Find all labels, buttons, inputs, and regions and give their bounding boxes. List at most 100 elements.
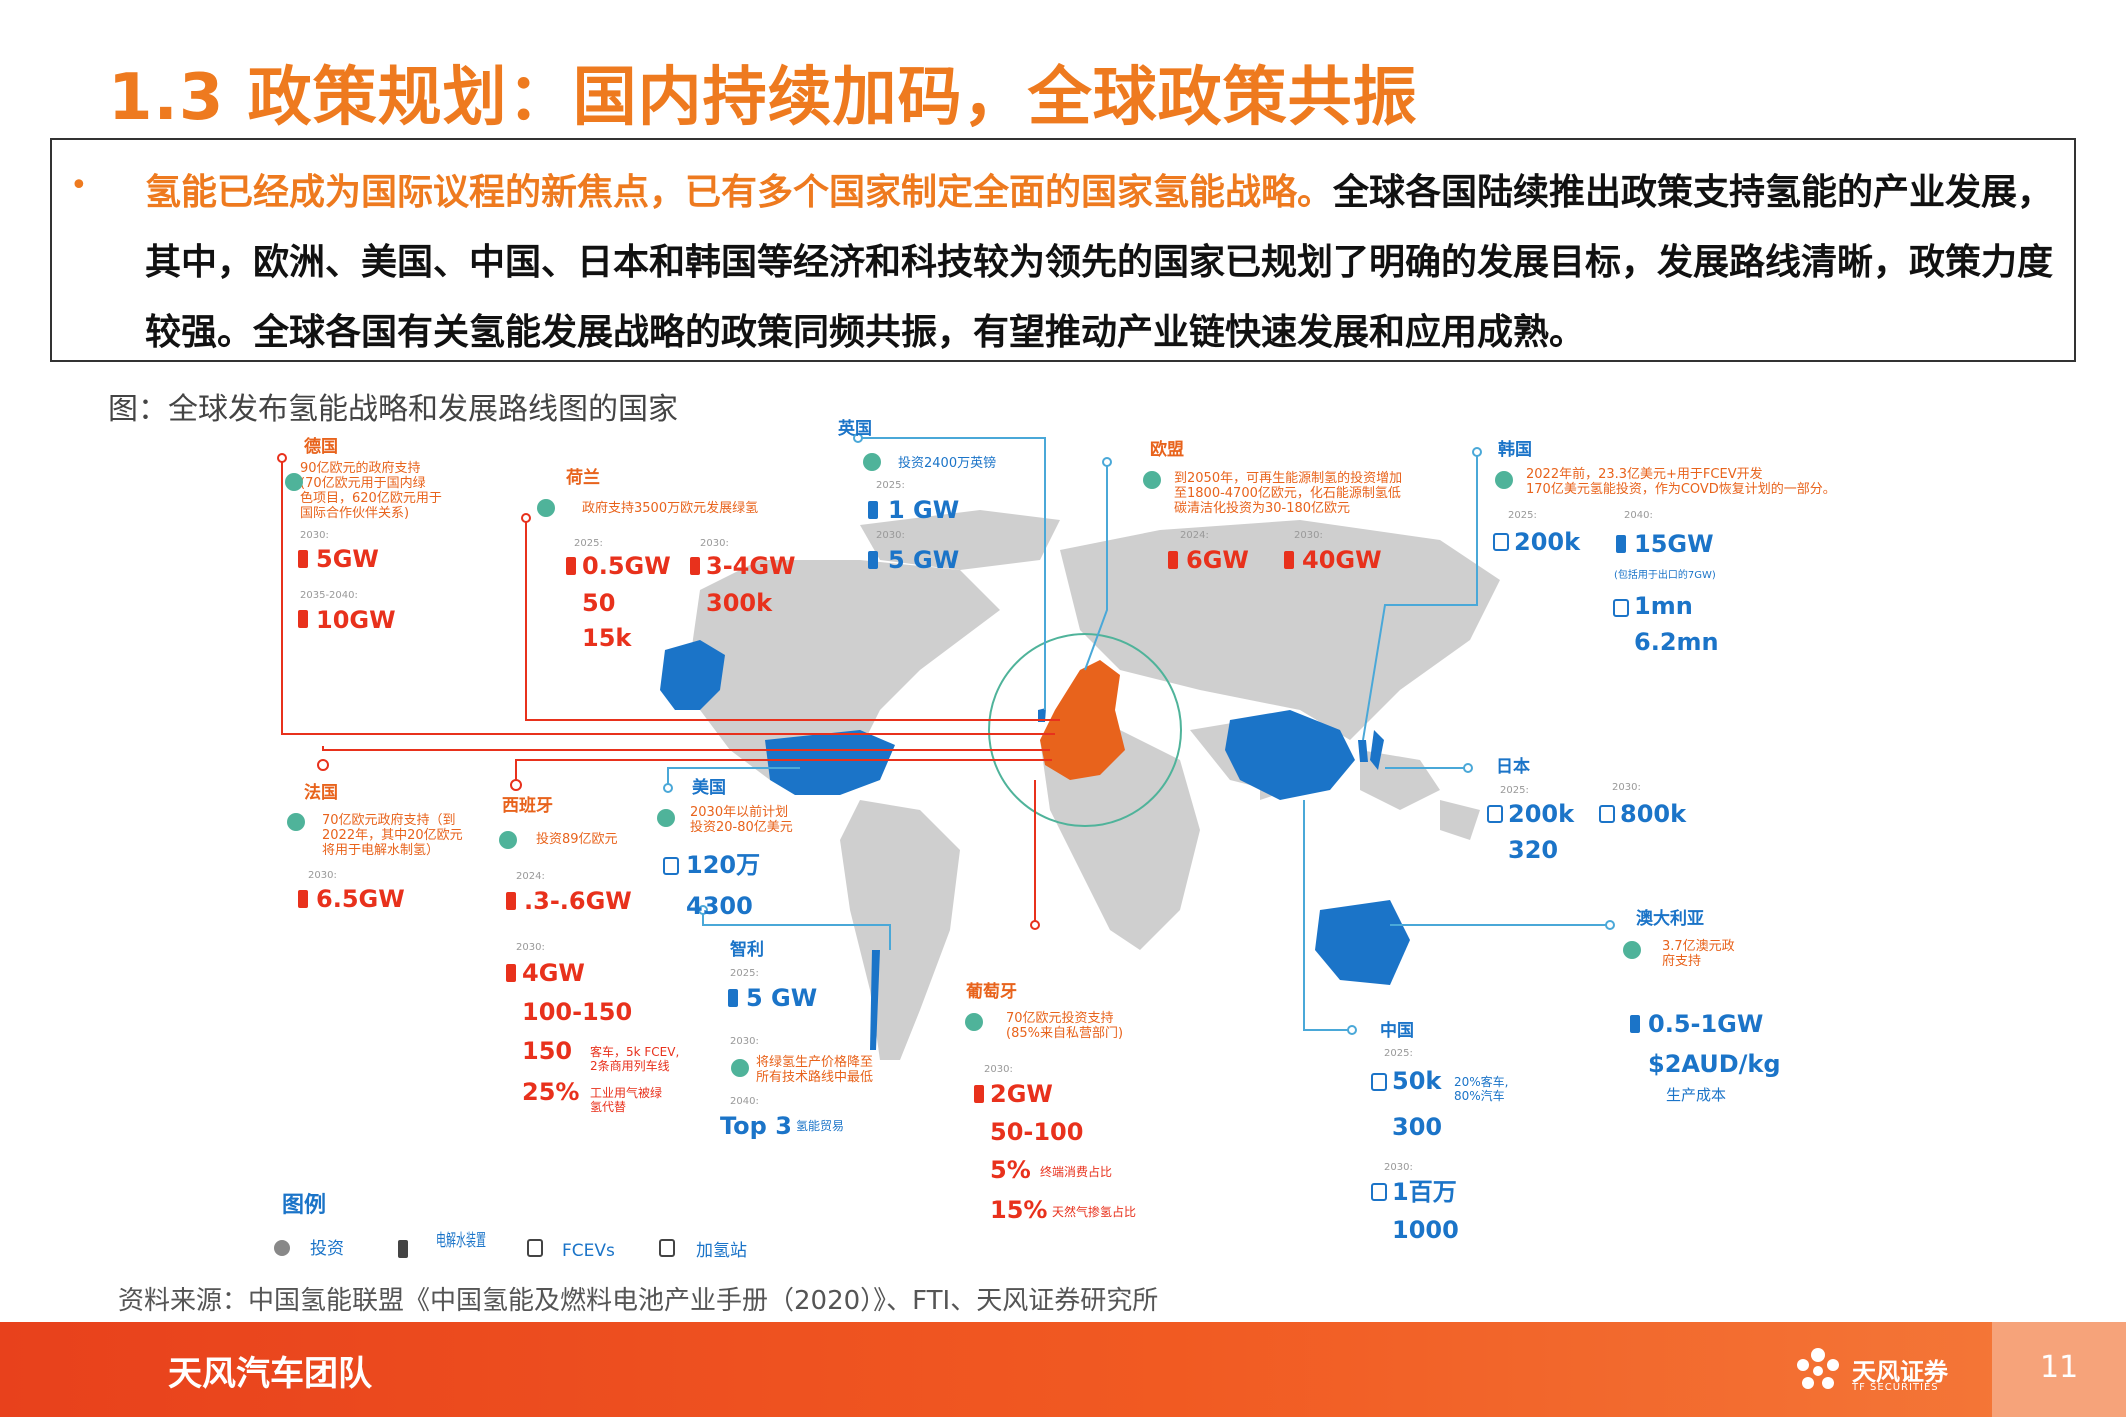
- svg-text:FCEVs: FCEVs: [562, 1241, 615, 1261]
- svg-text:2025:: 2025:: [574, 538, 603, 549]
- summary-box: [50, 138, 2076, 362]
- svg-text:300: 300: [1392, 1113, 1442, 1141]
- electrolyzer-icon: [398, 1240, 408, 1258]
- svg-text:1mn: 1mn: [1634, 592, 1693, 620]
- svg-text:100-150: 100-150: [522, 998, 632, 1026]
- svg-text:2025:: 2025:: [1508, 510, 1537, 521]
- svg-text:1000: 1000: [1392, 1216, 1459, 1244]
- svg-text:政府支持3500万欧元发展绿氢: 政府支持3500万欧元发展绿氢: [582, 500, 758, 516]
- svg-text:5 GW: 5 GW: [746, 984, 817, 1012]
- svg-text:2040:: 2040:: [730, 1096, 759, 1107]
- svg-text:至1800-4700亿欧元，化石能源制氢低: 至1800-4700亿欧元，化石能源制氢低: [1174, 486, 1401, 501]
- svg-text:碳清洁化投资为30-180亿欧元: 碳清洁化投资为30-180亿欧元: [1174, 500, 1350, 516]
- uk-block: 英国 投资2400万英镑 2025: 1 GW 2030: 5 GW: [838, 418, 996, 574]
- svg-text:英国: 英国: [838, 418, 872, 439]
- china-block: 中国 2025: 50k 20%客车, 80%汽车 300 2030: 1百万 …: [1380, 1020, 1509, 1244]
- svg-text:10GW: 10GW: [316, 606, 396, 634]
- svg-text:客车，5k FCEV,: 客车，5k FCEV,: [590, 1044, 679, 1059]
- svg-text:70亿欧元投资支持: 70亿欧元投资支持: [1006, 1010, 1114, 1026]
- svg-text:生产成本: 生产成本: [1666, 1086, 1726, 1104]
- svg-text:2030:: 2030:: [730, 1036, 759, 1047]
- figure-caption: 图：全球发布氢能战略和发展路线图的国家: [108, 392, 678, 427]
- japan-block: 日本 2025: 200k 2030: 800k 320: [1496, 756, 1687, 864]
- svg-text:投资2400万英镑: 投资2400万英镑: [898, 455, 996, 471]
- svg-text:2025:: 2025:: [1500, 785, 1529, 796]
- svg-text:美国: 美国: [692, 777, 726, 798]
- fcev-icon: [663, 533, 1629, 1201]
- svg-text:(包括用于出口的7GW): (包括用于出口的7GW): [1614, 568, 1716, 581]
- invest-icon: [285, 453, 1641, 1077]
- svg-text:40GW: 40GW: [1302, 546, 1382, 574]
- svg-text:4300: 4300: [686, 892, 753, 920]
- svg-text:20%客车,: 20%客车,: [1454, 1074, 1509, 1089]
- svg-text:2030:: 2030:: [1294, 530, 1323, 541]
- svg-text:1 GW: 1 GW: [888, 496, 959, 524]
- svg-text:15GW: 15GW: [1634, 530, 1714, 558]
- svg-text:(70亿欧元用于国内绿: (70亿欧元用于国内绿: [300, 475, 426, 491]
- australia-shape: [1315, 900, 1410, 985]
- svg-text:1百万: 1百万: [1392, 1178, 1457, 1206]
- svg-text:2条商用列车线: 2条商用列车线: [590, 1058, 670, 1073]
- netherlands-block: 荷兰 政府支持3500万欧元发展绿氢 2025: 2030: 0.5GW 3-4…: [566, 467, 796, 652]
- svg-text:投资89亿欧元: 投资89亿欧元: [536, 831, 618, 847]
- eu-focus-circle: [988, 633, 1182, 827]
- svg-text:2030:: 2030:: [984, 1064, 1013, 1075]
- svg-text:韩国: 韩国: [1498, 439, 1532, 460]
- svg-text:3-4GW: 3-4GW: [706, 552, 796, 580]
- korea-block: 韩国 2022年前，23.3亿美元+用于FCEV开发 170亿美元氢能投资，作为…: [1498, 439, 1836, 656]
- chile-shape: [870, 950, 880, 1050]
- svg-text:80%汽车: 80%汽车: [1454, 1088, 1505, 1103]
- svg-text:2GW: 2GW: [990, 1080, 1053, 1108]
- electrolyzer-icon-blue: [728, 501, 1640, 1033]
- summary-highlight: 氢能已经成为国际议程的新焦点，已有多个国家制定全面的国家氢能战略。: [145, 172, 1334, 213]
- svg-text:170亿美元氢能投资，作为COVD恢复计划的一部分。: 170亿美元氢能投资，作为COVD恢复计划的一部分。: [1526, 481, 1836, 497]
- svg-text:0.5GW: 0.5GW: [582, 552, 671, 580]
- china-shape: [1225, 710, 1355, 800]
- svg-text:70亿欧元政府支持（到: 70亿欧元政府支持（到: [322, 813, 456, 828]
- tf-logo-icon: [1797, 1348, 1839, 1389]
- germany-block: 德国 90亿欧元的政府支持 (70亿欧元用于国内绿 色项目，620亿欧元用于 国…: [300, 436, 442, 634]
- svg-text:5GW: 5GW: [316, 545, 379, 573]
- svg-text:200k: 200k: [1508, 800, 1575, 828]
- svg-text:终端消费占比: 终端消费占比: [1040, 1164, 1112, 1179]
- svg-text:2030:: 2030:: [516, 942, 545, 953]
- svg-text:2035-2040:: 2035-2040:: [300, 590, 358, 601]
- svg-text:2030:: 2030:: [308, 870, 337, 881]
- japan-shape: [1370, 730, 1384, 770]
- france-block: 法国 70亿欧元政府支持（到 2022年，其中20亿欧元 将用于电解水制氢） 2…: [304, 782, 463, 913]
- legend-title: 图例: [282, 1193, 326, 1218]
- svg-text:$2AUD/kg: $2AUD/kg: [1648, 1050, 1781, 1078]
- svg-text:320: 320: [1508, 836, 1558, 864]
- svg-text:6.5GW: 6.5GW: [316, 885, 405, 913]
- page-number: 11: [2040, 1350, 2079, 1385]
- svg-text:300k: 300k: [706, 589, 773, 617]
- fcev-icon: [527, 1239, 543, 1257]
- svg-text:4GW: 4GW: [522, 959, 585, 987]
- australia-block: 澳大利亚 3.7亿澳元政 府支持 0.5-1GW $2AUD/kg 生产成本: [1636, 908, 1781, 1104]
- svg-text:氢能贸易: 氢能贸易: [796, 1118, 844, 1133]
- logo-text: 天风证券: [1852, 1358, 1948, 1386]
- spain-block: 西班牙 投资89亿欧元 2024: .3-.6GW 2030: 4GW 100-…: [502, 796, 679, 1114]
- svg-text:150: 150: [522, 1037, 572, 1065]
- usa-block: 美国 2030年以前计划 投资20-80亿美元 120万 4300: [686, 777, 793, 920]
- bullet-icon: •: [70, 168, 88, 203]
- svg-text:200k: 200k: [1514, 528, 1581, 556]
- svg-text:50k: 50k: [1392, 1067, 1442, 1095]
- uk-shape: [1038, 708, 1046, 722]
- footer-bar: [0, 1322, 2126, 1417]
- svg-text:2030:: 2030:: [1612, 782, 1641, 793]
- korea-shape: [1358, 740, 1368, 762]
- summary-text: 氢能已经成为国际议程的新焦点，已有多个国家制定全面的国家氢能战略。全球各国陆续推…: [145, 158, 2055, 368]
- svg-text:2022年前，23.3亿美元+用于FCEV开发: 2022年前，23.3亿美元+用于FCEV开发: [1526, 466, 1763, 482]
- chile-block: 智利 2025: 5 GW 2030: 将绿氢生产价格降至 所有技术路线中最低 …: [720, 939, 873, 1140]
- svg-text:法国: 法国: [304, 782, 338, 803]
- svg-text:2030:: 2030:: [700, 538, 729, 549]
- svg-text:氢代替: 氢代替: [590, 1099, 626, 1114]
- svg-text:将绿氢生产价格降至: 将绿氢生产价格降至: [756, 1054, 873, 1070]
- svg-text:加氢站: 加氢站: [696, 1241, 747, 1261]
- svg-text:到2050年，可再生能源制氢的投资增加: 到2050年，可再生能源制氢的投资增加: [1174, 470, 1402, 486]
- svg-text:2030年以前计划: 2030年以前计划: [690, 804, 788, 820]
- svg-text:2030:: 2030:: [876, 530, 905, 541]
- svg-text:90亿欧元的政府支持: 90亿欧元的政府支持: [300, 460, 421, 476]
- svg-text:6.2mn: 6.2mn: [1634, 628, 1719, 656]
